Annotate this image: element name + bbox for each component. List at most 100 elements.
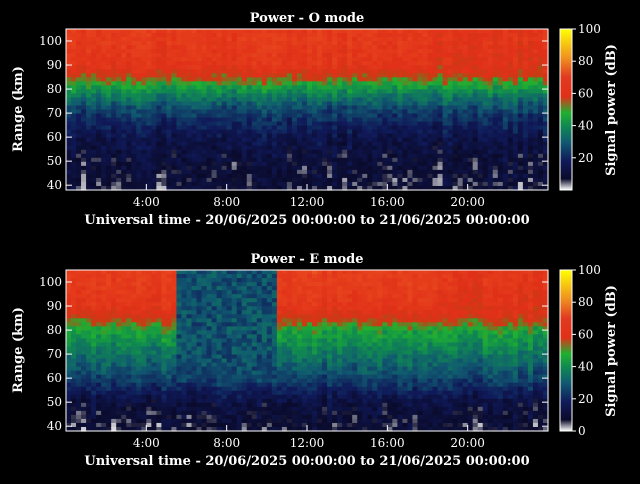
heatmap-cell xyxy=(422,126,428,131)
heatmap-cell xyxy=(498,73,504,78)
heatmap-cell xyxy=(387,97,393,102)
heatmap-cell xyxy=(121,403,127,408)
heatmap-cell xyxy=(96,53,102,58)
heatmap-cell xyxy=(222,85,228,90)
heatmap-cell xyxy=(473,174,479,179)
heatmap-cell xyxy=(463,134,469,139)
heatmap-cell xyxy=(96,146,102,151)
heatmap-cell xyxy=(372,33,378,38)
heatmap-cell xyxy=(357,101,363,106)
heatmap-cell xyxy=(96,322,102,327)
heatmap-cell xyxy=(392,45,398,50)
heatmap-cell xyxy=(493,130,499,135)
heatmap-cell xyxy=(111,363,117,368)
heatmap-cell xyxy=(121,318,127,323)
heatmap-cell xyxy=(473,89,479,94)
heatmap-cell xyxy=(91,387,97,392)
heatmap-cell xyxy=(317,122,323,127)
heatmap-cell xyxy=(207,57,213,62)
heatmap-cell xyxy=(257,118,263,123)
heatmap-cell xyxy=(322,89,328,94)
heatmap-cell xyxy=(151,41,157,46)
heatmap-cell xyxy=(126,294,132,299)
heatmap-cell xyxy=(227,89,233,94)
heatmap-cell xyxy=(352,130,358,135)
heatmap-cell xyxy=(237,146,243,151)
heatmap-cell xyxy=(417,105,423,110)
heatmap-cell xyxy=(508,114,514,119)
heatmap-cell xyxy=(81,286,87,291)
heatmap-cell xyxy=(448,134,454,139)
heatmap-cell xyxy=(478,146,484,151)
heatmap-cell xyxy=(91,270,97,275)
heatmap-cell xyxy=(96,411,102,416)
heatmap-cell xyxy=(161,338,167,343)
heatmap-cell xyxy=(131,142,137,147)
heatmap-cell xyxy=(412,126,418,131)
heatmap-cell xyxy=(417,45,423,50)
heatmap-cell xyxy=(392,105,398,110)
heatmap-cell xyxy=(377,166,383,171)
heatmap-cell xyxy=(111,166,117,171)
heatmap-cell xyxy=(352,57,358,62)
heatmap-cell xyxy=(433,126,439,131)
heatmap-cell xyxy=(171,278,177,283)
heatmap-cell xyxy=(81,326,87,331)
heatmap-cell xyxy=(81,170,87,175)
heatmap-cell xyxy=(91,423,97,428)
heatmap-cell xyxy=(327,69,333,74)
heatmap-cell xyxy=(116,290,122,295)
heatmap-cell xyxy=(342,77,348,82)
heatmap-cell xyxy=(292,170,298,175)
heatmap-cell xyxy=(232,37,238,42)
heatmap-cell xyxy=(282,150,288,155)
heatmap-cell xyxy=(498,101,504,106)
heatmap-cell xyxy=(287,81,293,86)
heatmap-cell xyxy=(66,367,72,372)
heatmap-cell xyxy=(91,126,97,131)
heatmap-cell xyxy=(538,166,544,171)
heatmap-cell xyxy=(86,41,92,46)
heatmap-cell xyxy=(438,65,444,70)
heatmap-cell xyxy=(156,142,162,147)
heatmap-cell xyxy=(523,138,529,143)
heatmap-cell xyxy=(347,178,353,183)
heatmap-cell xyxy=(367,77,373,82)
heatmap-cell xyxy=(96,375,102,380)
heatmap-cell xyxy=(91,310,97,315)
heatmap-cell xyxy=(342,65,348,70)
heatmap-cell xyxy=(146,419,152,424)
heatmap-cell xyxy=(161,45,167,50)
heatmap-cell xyxy=(307,182,313,187)
heatmap-cell xyxy=(247,33,253,38)
heatmap-cell xyxy=(488,69,494,74)
heatmap-cell xyxy=(156,33,162,38)
heatmap-cell xyxy=(71,286,77,291)
heatmap-cell xyxy=(187,170,193,175)
heatmap-cell xyxy=(187,371,193,376)
heatmap-cell xyxy=(407,170,413,175)
heatmap-cell xyxy=(257,85,263,90)
heatmap-cell xyxy=(367,170,373,175)
heatmap-cell xyxy=(282,93,288,98)
heatmap-cell xyxy=(76,29,82,34)
heatmap-cell xyxy=(136,274,142,279)
heatmap-cell xyxy=(357,57,363,62)
heatmap-cell xyxy=(533,178,539,183)
heatmap-cell xyxy=(327,122,333,127)
heatmap-cell xyxy=(181,122,187,127)
heatmap-cell xyxy=(302,114,308,119)
heatmap-cell xyxy=(171,162,177,167)
heatmap-cell xyxy=(367,126,373,131)
heatmap-cell xyxy=(287,29,293,34)
heatmap-cell xyxy=(106,162,112,167)
heatmap-cell xyxy=(101,270,107,275)
heatmap-cell xyxy=(111,371,117,376)
heatmap-cell xyxy=(312,101,318,106)
heatmap-cell xyxy=(478,166,484,171)
heatmap-cell xyxy=(222,77,228,82)
heatmap-cell xyxy=(412,110,418,115)
heatmap-cell xyxy=(503,105,509,110)
heatmap-cell xyxy=(503,41,509,46)
heatmap-cell xyxy=(232,166,238,171)
